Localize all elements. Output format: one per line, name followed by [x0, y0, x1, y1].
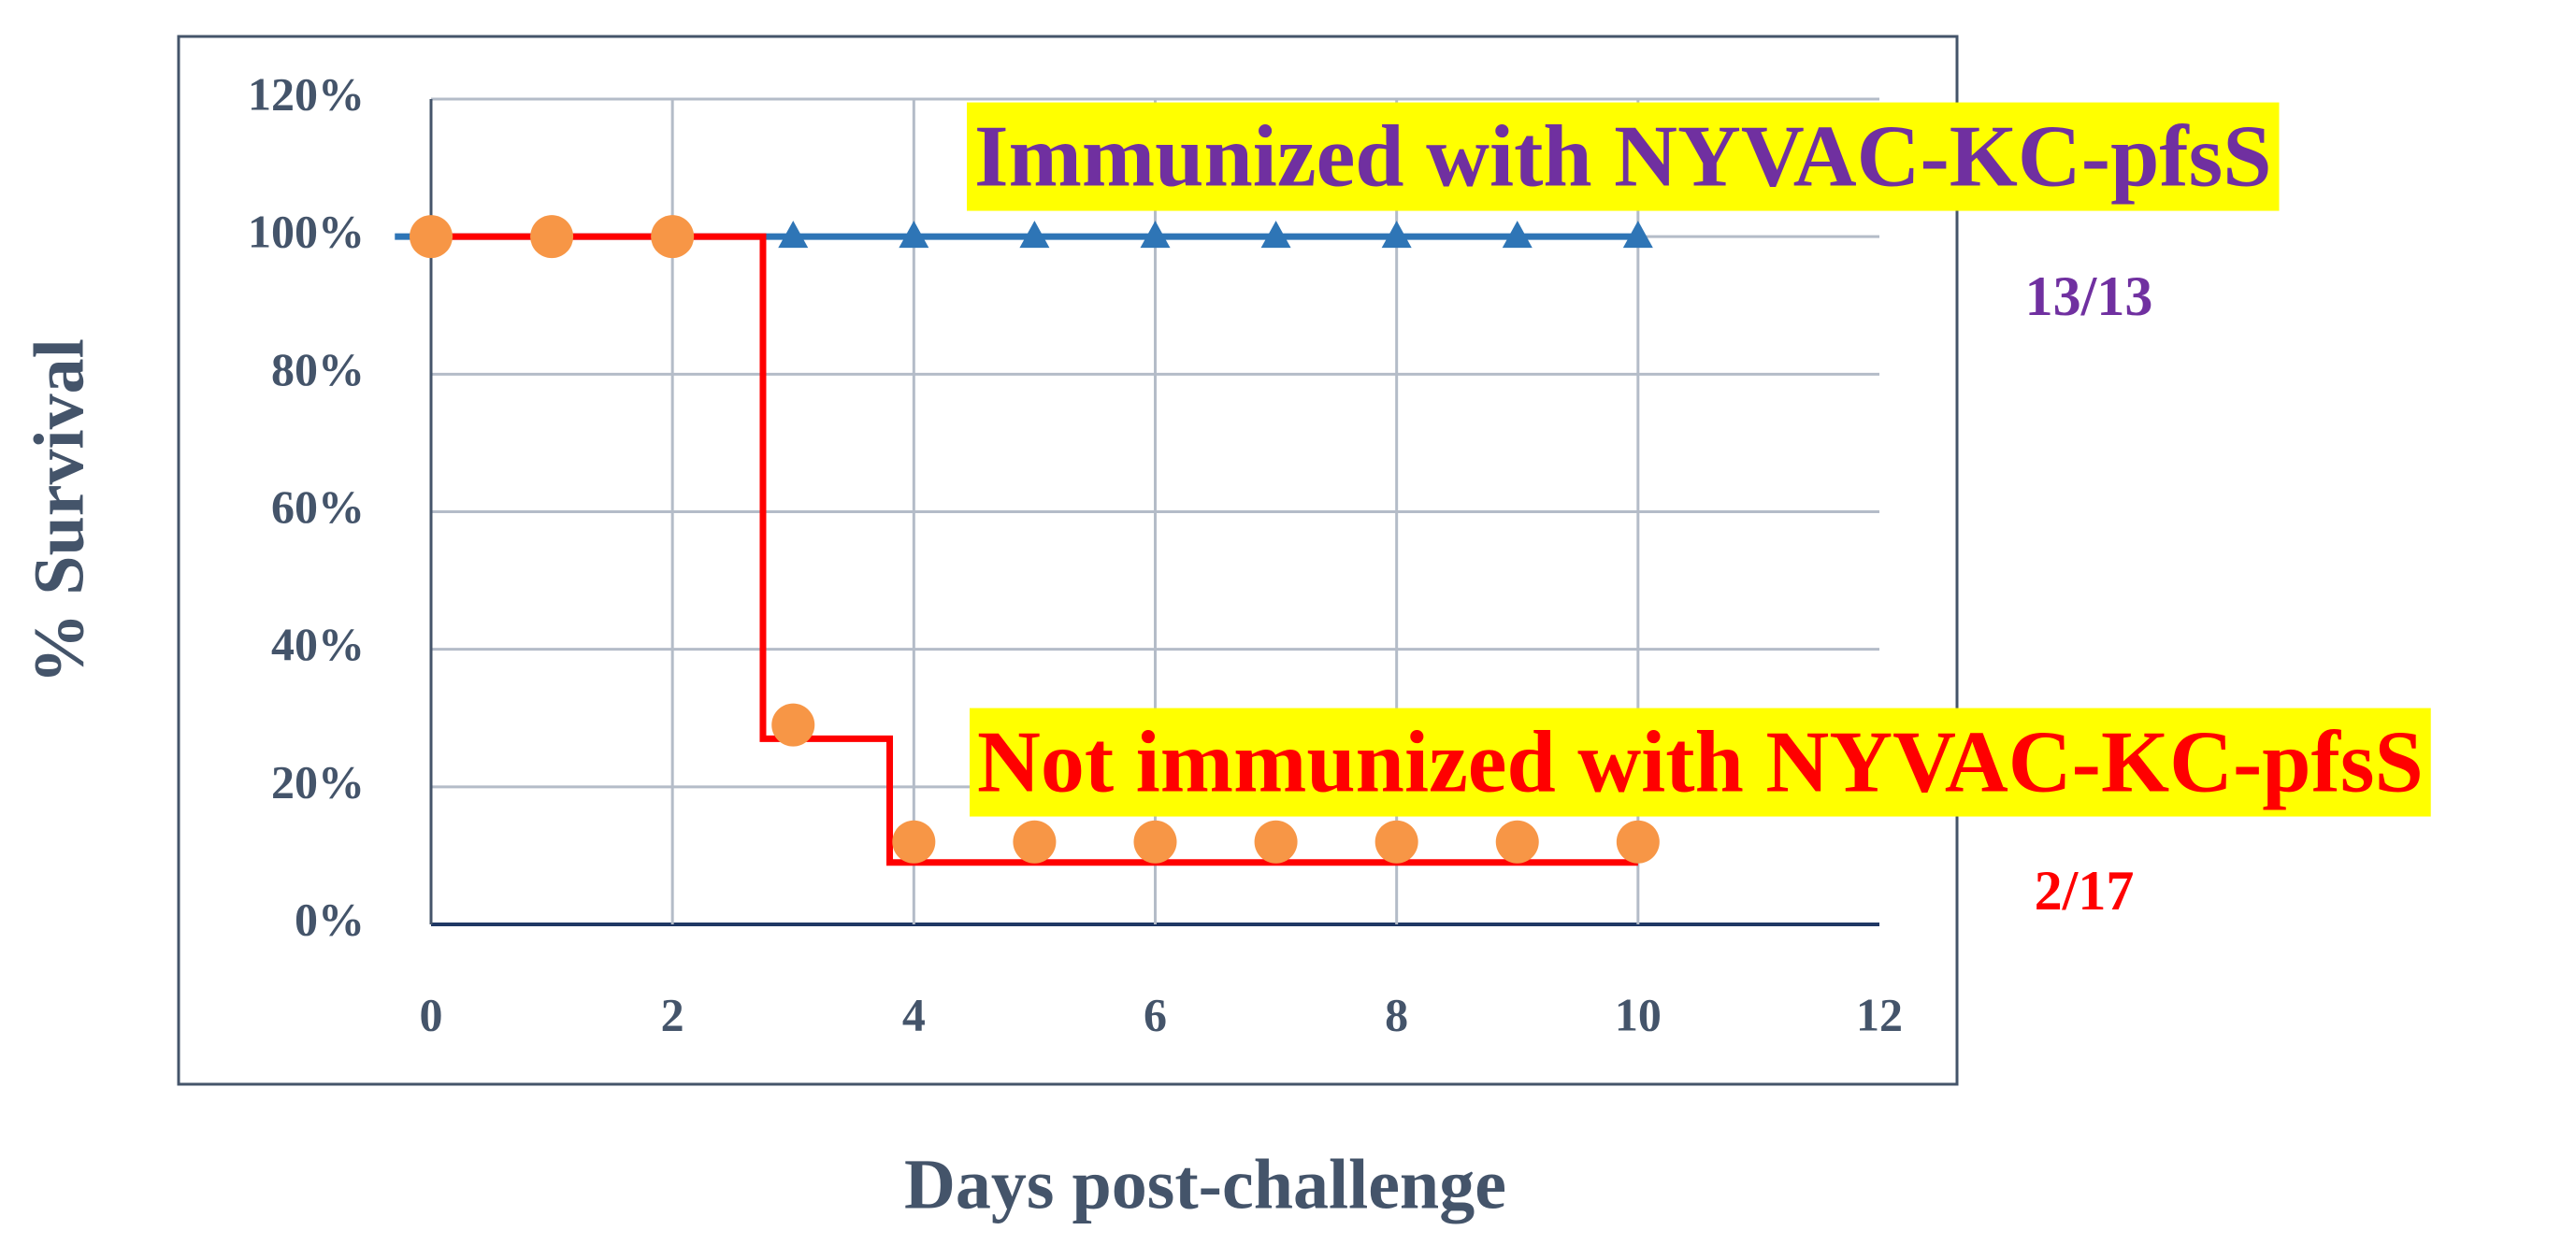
point [530, 215, 574, 259]
y-tick-label: 80% [271, 343, 365, 395]
point [410, 215, 453, 259]
x-tick-label: 12 [1856, 988, 1903, 1040]
point [899, 221, 929, 249]
y-tick-label: 60% [271, 480, 365, 533]
point [1019, 221, 1050, 249]
point [771, 703, 815, 747]
point [1616, 820, 1660, 864]
annotation-text: 2/17 [2035, 860, 2135, 922]
x-axis-title: Days post-challenge [904, 1145, 1506, 1223]
annotation-background [970, 708, 2431, 817]
x-tick-label: 8 [1385, 988, 1408, 1040]
point [1013, 820, 1057, 864]
point [651, 215, 695, 259]
y-tick-label: 20% [271, 755, 365, 808]
point [1495, 820, 1539, 864]
annotation: 2/17 [2035, 860, 2135, 922]
point [778, 221, 809, 249]
point [1140, 221, 1171, 249]
annotation-text: 13/13 [2025, 265, 2153, 327]
chart-frame [177, 35, 1959, 1086]
annotation: Immunized with NYVAC-KC-pfsS [967, 102, 2280, 211]
x-tick-label: 0 [420, 988, 443, 1040]
x-tick-label: 6 [1144, 988, 1167, 1040]
annotation-background [967, 102, 2280, 211]
point [1622, 221, 1653, 249]
point [1381, 221, 1412, 249]
y-tick-label: 100% [248, 206, 365, 258]
annotation-text: Immunized with NYVAC-KC-pfsS [974, 108, 2272, 206]
annotation: 13/13 [2025, 265, 2153, 327]
annotation-text: Not immunized with NYVAC-KC-pfsS [977, 714, 2424, 811]
point [892, 820, 936, 864]
y-tick-label: 120% [248, 67, 365, 120]
x-tick-label: 2 [661, 988, 684, 1040]
annotation: Not immunized with NYVAC-KC-pfsS [970, 708, 2431, 817]
point [1260, 221, 1291, 249]
point [1374, 820, 1418, 864]
y-tick-label: 0% [295, 893, 365, 945]
point [1254, 820, 1298, 864]
y-axis-title: % Survival [20, 338, 98, 684]
point [1502, 221, 1533, 249]
y-tick-label: 40% [271, 618, 365, 670]
x-tick-label: 10 [1615, 988, 1662, 1040]
x-tick-label: 4 [902, 988, 926, 1040]
series-line [431, 233, 1638, 866]
point [1133, 820, 1177, 864]
